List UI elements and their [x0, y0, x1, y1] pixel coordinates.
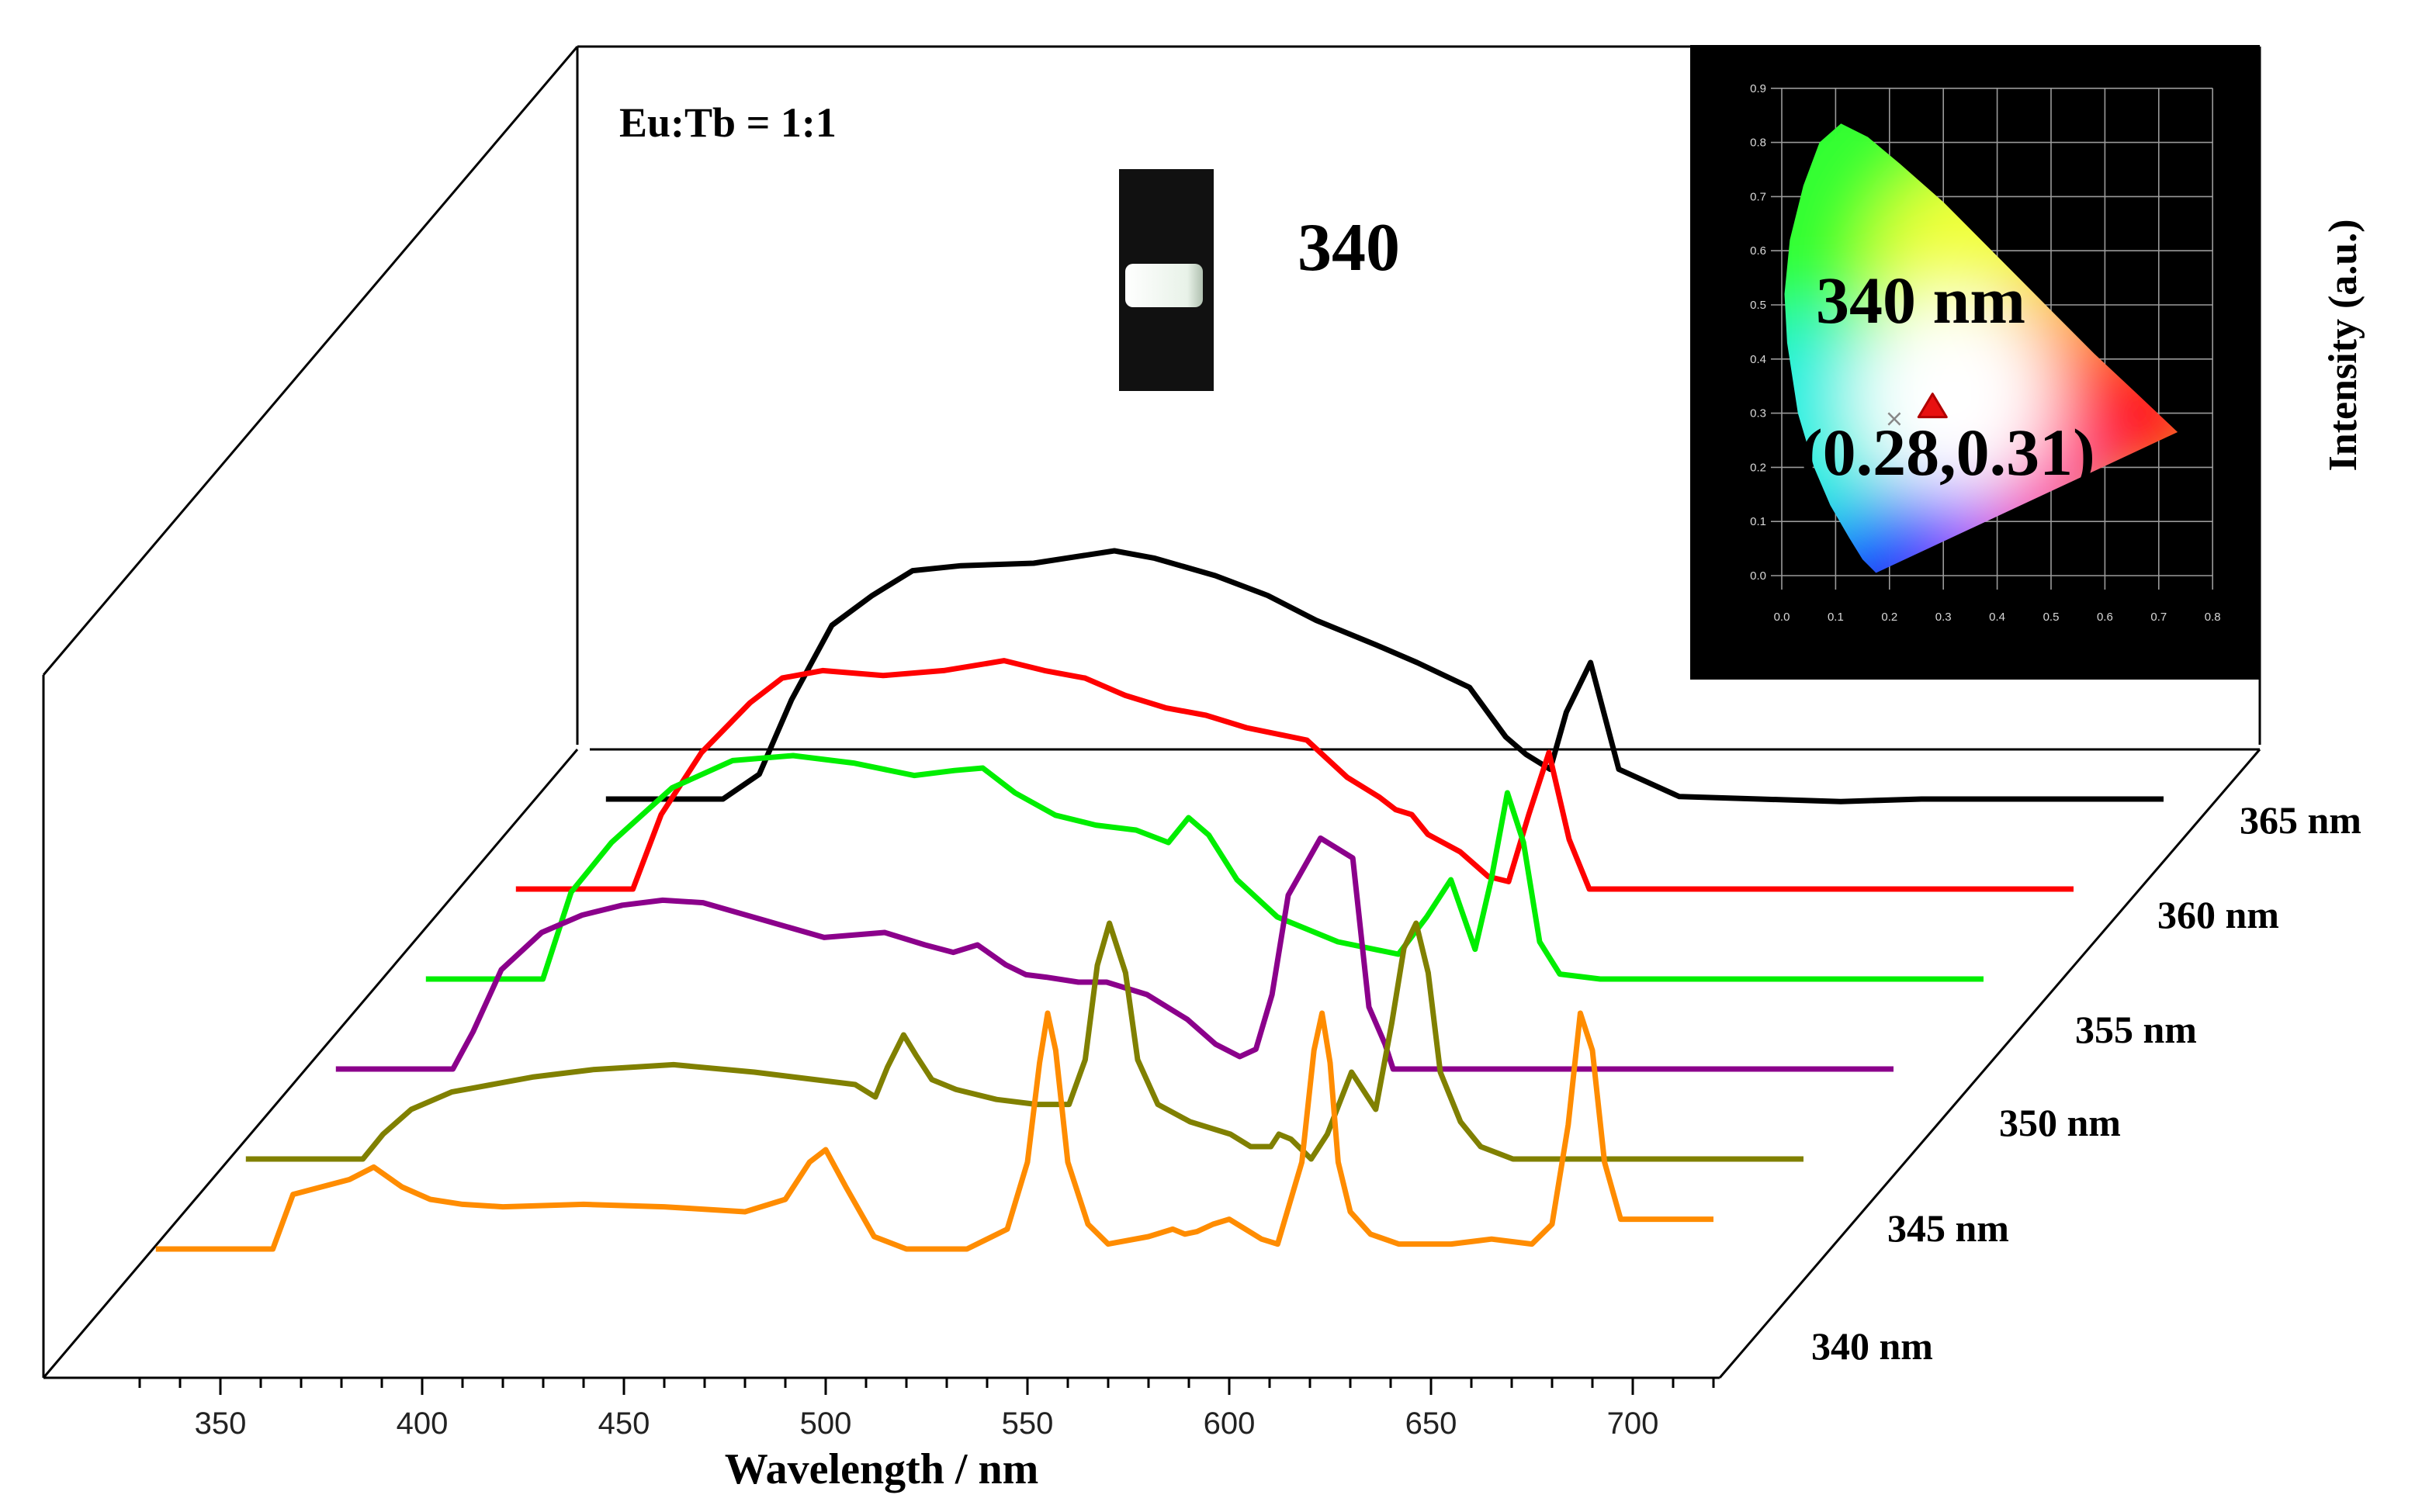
x-tick-label: 650	[1405, 1406, 1457, 1441]
series-label: 350 nm	[1999, 1101, 2121, 1144]
series-label: 345 nm	[1887, 1206, 2009, 1250]
sample-photo	[1119, 169, 1214, 391]
cie-reference-cross-icon: ×	[1884, 406, 1904, 433]
cie-y-tick-label: 0.4	[1750, 353, 1766, 366]
cie-x-tick-label: 0.4	[1989, 611, 2005, 624]
box-frame	[42, 45, 2261, 1379]
series-line-365-nm	[605, 548, 2164, 804]
series-line-345-nm	[245, 920, 1803, 1162]
cie-y-tick-label: 0.3	[1750, 407, 1766, 420]
cie-x-tick-label: 0.0	[1774, 611, 1790, 624]
series-label: 360 nm	[2157, 893, 2279, 936]
series-line-340-nm	[155, 1010, 1713, 1252]
cie-tick-labels: 0.0 0.1 0.2 0.3 0.4 0.5 0.6 0.7 0.8 0.0 …	[1750, 82, 2220, 624]
cie-x-tick-label: 0.3	[1935, 611, 1952, 624]
cie-x-tick-label: 0.2	[1881, 611, 1897, 624]
series-line-350-nm	[335, 835, 1894, 1072]
cie-y-tick-label: 0.5	[1750, 299, 1766, 312]
cie-x-tick-label: 0.1	[1828, 611, 1844, 624]
cie-y-tick-label: 0.8	[1750, 137, 1766, 150]
x-tick-labels: 350 400 450 500 550 600 650 700	[195, 1406, 1659, 1441]
photo-label: 340	[1298, 210, 1400, 285]
sample-photo-glow	[1125, 264, 1203, 307]
cie-inset: 0.0 0.1 0.2 0.3 0.4 0.5 0.6 0.7 0.8 0.0 …	[1690, 45, 2260, 680]
x-axis-label: Wavelength / nm	[725, 1445, 1038, 1493]
cie-x-tick-label: 0.6	[2097, 611, 2113, 624]
x-tick-label: 700	[1607, 1406, 1659, 1441]
series-label: 355 nm	[2075, 1008, 2197, 1051]
series-label: 365 nm	[2240, 798, 2361, 842]
cie-coordinates-label: (0.28,0.31)	[1800, 415, 2095, 490]
cie-x-tick-label: 0.5	[2043, 611, 2060, 624]
x-tick-label: 350	[195, 1406, 247, 1441]
cie-y-tick-label: 0.2	[1750, 461, 1766, 474]
x-tick-label: 400	[397, 1406, 449, 1441]
x-tick-label: 500	[800, 1406, 852, 1441]
cie-y-tick-label: 0.7	[1750, 190, 1766, 203]
series-line-355-nm	[425, 753, 1984, 982]
cie-x-tick-label: 0.7	[2150, 611, 2167, 624]
cie-wavelength-label: 340 nm	[1816, 263, 2025, 337]
series-label: 340 nm	[1811, 1324, 1933, 1368]
sample-ratio-annotation: Eu:Tb = 1:1	[619, 99, 837, 146]
cie-x-tick-label: 0.8	[2205, 611, 2221, 624]
x-axis-ticks	[138, 1378, 1715, 1395]
cie-y-tick-label: 0.0	[1750, 569, 1766, 583]
x-tick-label: 550	[1002, 1406, 1054, 1441]
x-tick-label: 450	[598, 1406, 650, 1441]
cie-y-tick-label: 0.6	[1750, 244, 1766, 258]
series-line-360-nm	[515, 658, 2074, 892]
cie-point-triangle-icon	[1917, 393, 1948, 419]
series-labels: 365 nm 360 nm 355 nm 350 nm 345 nm 340 n…	[1811, 798, 2361, 1368]
x-tick-label: 600	[1204, 1406, 1256, 1441]
spectra-series	[155, 548, 2164, 1252]
cie-y-tick-label: 0.9	[1750, 82, 1766, 95]
y-axis-label: Intensity (a.u.)	[2321, 219, 2365, 471]
cie-point-marker: ×	[1884, 393, 1948, 433]
cie-y-tick-label: 0.1	[1750, 515, 1766, 528]
